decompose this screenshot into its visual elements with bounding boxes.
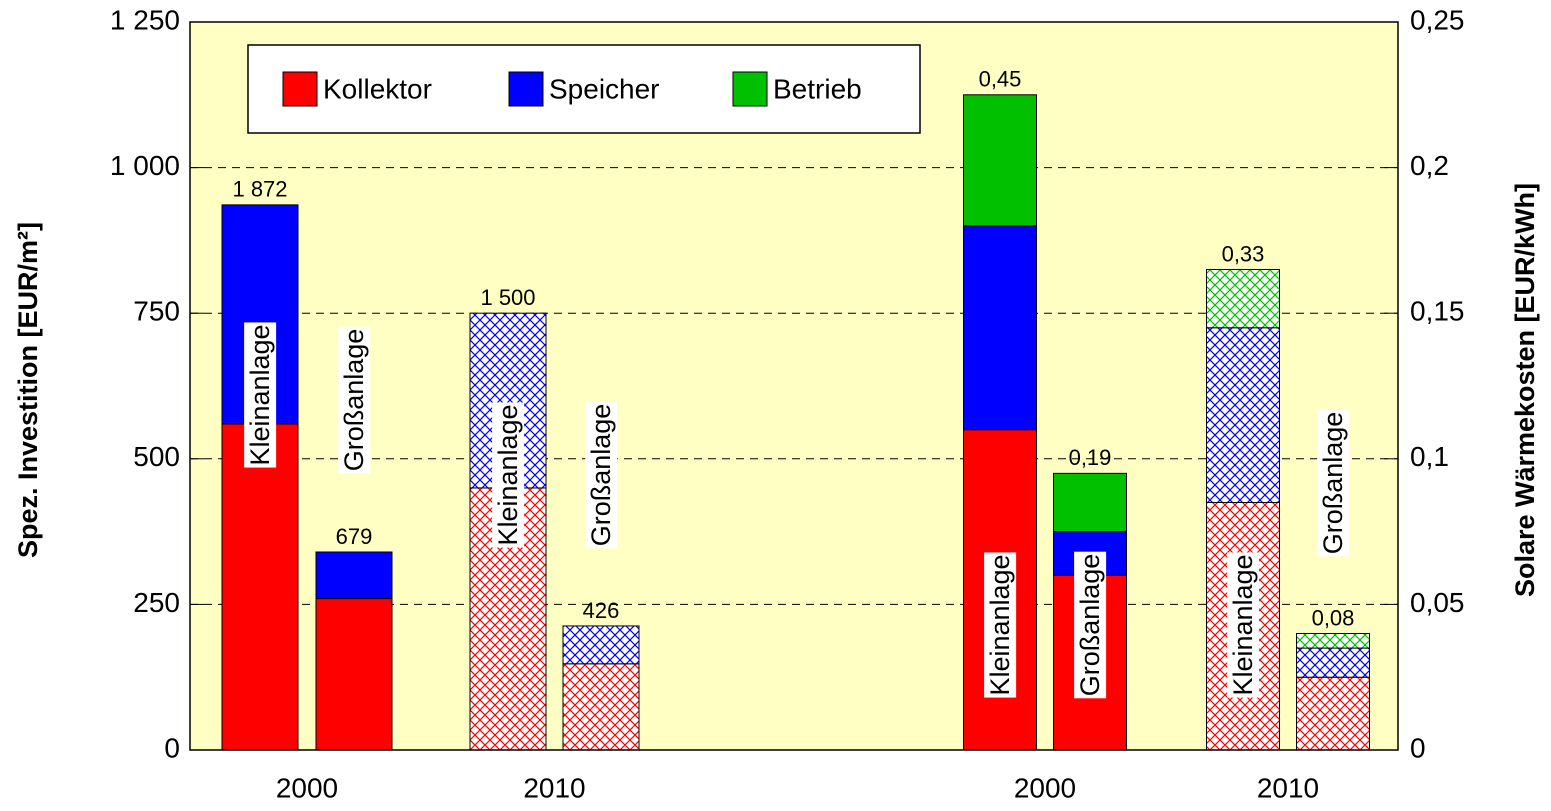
total-label: 0,45: [979, 67, 1022, 92]
bar-segment: [1206, 327, 1280, 503]
x-group-label: 2000: [276, 772, 338, 803]
bar-label-group: Großanlage: [1317, 409, 1350, 557]
bar-label-group: Kleinanlage: [492, 402, 525, 548]
bar-segment: [963, 94, 1037, 227]
bar-segment: [315, 598, 393, 751]
y2-tick-label: 0,25: [1410, 4, 1465, 35]
y2-tick-label: 0,1: [1410, 441, 1449, 472]
bar-label: Großanlage: [586, 404, 616, 547]
bar-segment: [1296, 647, 1370, 678]
bar-label: Kleinanlage: [985, 554, 1015, 695]
bar-label: Kleinanlage: [493, 404, 523, 545]
bar-label-group: Kleinanlage: [1227, 552, 1260, 698]
y2-axis-title: Solare Wärmekosten [EUR/kWh]: [1510, 183, 1540, 597]
total-label: 0,08: [1312, 605, 1355, 630]
bar-label: Kleinanlage: [1228, 554, 1258, 695]
total-label: 0,33: [1222, 241, 1265, 266]
bar-segment: [562, 625, 640, 665]
bar-segment: [221, 423, 299, 751]
legend-swatch: [282, 71, 318, 107]
y-tick-label: 750: [133, 296, 180, 327]
legend-label: Betrieb: [773, 73, 862, 104]
total-label: 1 872: [232, 177, 287, 202]
bar-segment: [1296, 676, 1370, 751]
y2-tick-label: 0,05: [1410, 587, 1465, 618]
plot-frame: [189, 21, 1399, 751]
y-tick-label: 1 000: [110, 150, 180, 181]
x-group-label: 2010: [1257, 772, 1319, 803]
bar-segment: [963, 225, 1037, 431]
bar-segment: [1206, 269, 1280, 329]
total-label: 679: [336, 524, 373, 549]
y2-tick-label: 0,15: [1410, 296, 1465, 327]
bar-segment: [1296, 633, 1370, 649]
y-tick-label: 0: [164, 732, 180, 763]
legend-label: Kollektor: [323, 73, 432, 104]
y-tick-label: 1 250: [110, 4, 180, 35]
y-axis-title: Spez. Investition [EUR/m²]: [13, 222, 43, 558]
bar-label-group: Kleinanlage: [244, 322, 277, 468]
bar-label: Kleinanlage: [245, 324, 275, 465]
y-tick-label: 500: [133, 441, 180, 472]
bar-label-group: Großanlage: [585, 401, 618, 549]
bar-label-group: Kleinanlage: [984, 552, 1017, 698]
bar-segment: [315, 551, 393, 600]
bar-label-group: Großanlage: [338, 326, 371, 474]
legend-box: [247, 44, 921, 134]
total-label: 426: [583, 598, 620, 623]
legend-swatch: [508, 71, 544, 107]
x-group-label: 2000: [1014, 772, 1076, 803]
total-label: 0,19: [1069, 445, 1112, 470]
total-label: 1 500: [480, 285, 535, 310]
bar-label: Großanlage: [339, 329, 369, 472]
y-tick-label: 250: [133, 587, 180, 618]
x-group-label: 2010: [523, 772, 585, 803]
legend-label: Speicher: [549, 73, 660, 104]
y2-tick-label: 0: [1410, 732, 1426, 763]
bar-label-group: Großanlage: [1074, 551, 1107, 699]
bar-label: Großanlage: [1318, 412, 1348, 555]
legend-swatch: [732, 71, 768, 107]
bar-segment: [1053, 472, 1127, 533]
bar-segment: [562, 663, 640, 751]
bar-label: Großanlage: [1075, 554, 1105, 697]
y2-tick-label: 0,2: [1410, 150, 1449, 181]
